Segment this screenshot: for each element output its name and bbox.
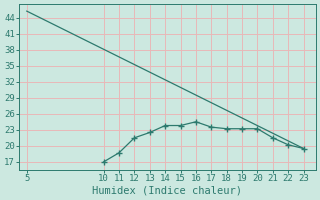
X-axis label: Humidex (Indice chaleur): Humidex (Indice chaleur) <box>92 186 243 196</box>
